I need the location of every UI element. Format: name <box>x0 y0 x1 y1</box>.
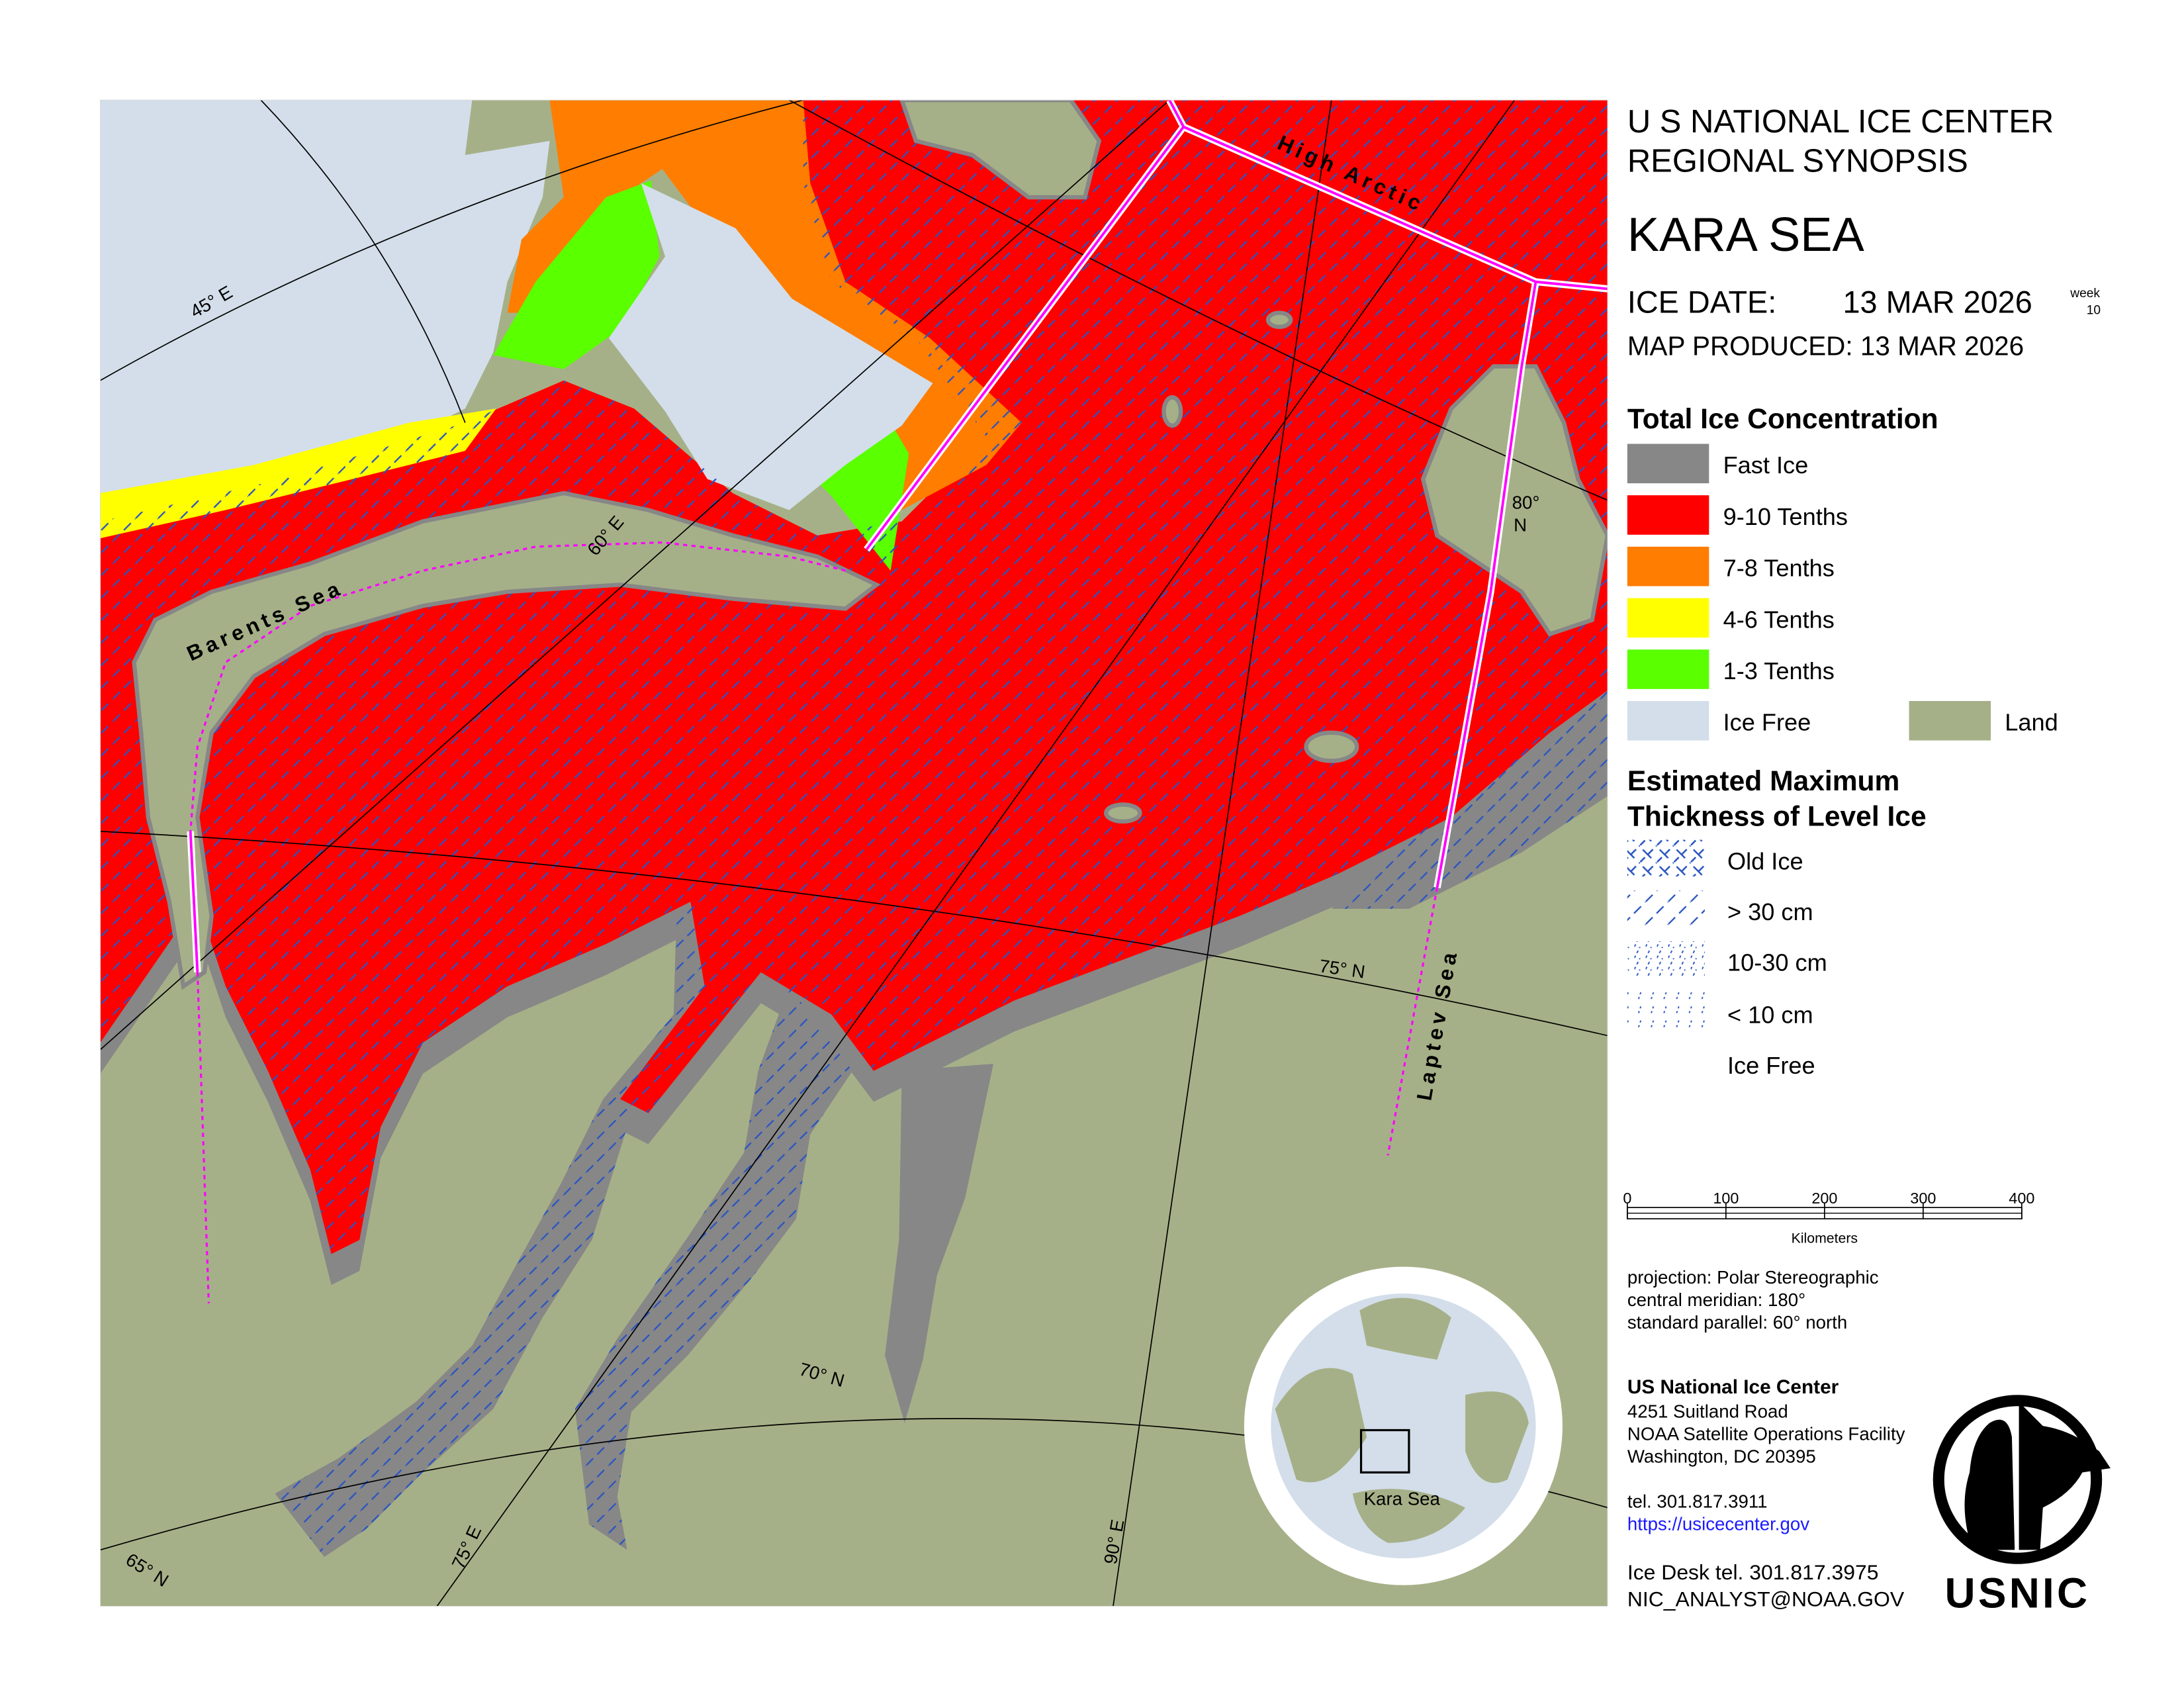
legend-swatch <box>1627 649 1709 689</box>
inset-land <box>1275 1297 1529 1543</box>
boundary-dotted <box>189 541 1439 1303</box>
meridian <box>260 100 466 423</box>
legend-swatch <box>1627 444 1709 484</box>
contact-link[interactable]: https://usicecenter.gov <box>1627 1514 1809 1534</box>
island <box>1104 802 1142 824</box>
legend-label: 1-3 Tenths <box>1723 657 1835 684</box>
hatch-area <box>574 986 853 1550</box>
concentration-legend: Total Ice Concentration Fast Ice 9-10 Ten… <box>1627 403 2058 741</box>
severnaya-zemlya <box>1420 364 1608 637</box>
legend-label: Old Ice <box>1727 847 1803 874</box>
legend-title: Thickness of Level Ice <box>1627 800 1927 832</box>
pyasina-gulf <box>885 1064 994 1423</box>
scale-unit: Kilometers <box>1792 1230 1858 1246</box>
meridian <box>100 100 1170 1051</box>
legend-swatch <box>1627 598 1709 638</box>
map-frame <box>99 99 1608 1607</box>
map-produced: MAP PRODUCED: 13 MAR 2026 <box>1627 330 2024 361</box>
ice-date-label: ICE DATE: <box>1627 285 1776 320</box>
logo-penguin <box>1964 1419 2015 1550</box>
header-line: REGIONAL SYNOPSIS <box>1627 144 1968 179</box>
legend-label: Ice Free <box>1723 709 1811 736</box>
thickness-symbol <box>1627 941 1705 978</box>
scale-label: 100 <box>1713 1190 1739 1207</box>
boundary-line <box>189 100 1608 972</box>
legend-title: Total Ice Concentration <box>1627 403 1938 435</box>
projection-line: central meridian: 180° <box>1627 1289 1805 1310</box>
contact-name: US National Ice Center <box>1627 1376 1839 1398</box>
inset-label: Kara Sea <box>1364 1488 1441 1509</box>
franz-josef-land <box>899 100 1102 200</box>
legend-label: 10-30 cm <box>1727 949 1827 976</box>
parallel <box>100 830 1608 1037</box>
thickness-symbol <box>1627 992 1705 1029</box>
info: projection: Polar Stereographic central … <box>1627 1267 1905 1611</box>
thickness-legend: Estimated Maximum Thickness of Level Ice… <box>1627 765 1927 1079</box>
hatch-area <box>275 880 740 1558</box>
scale-bar: Kilometers 0 100 200 300 400 <box>1623 1190 2034 1246</box>
legend-title: Estimated Maximum <box>1627 765 1900 797</box>
legend-label: 4-6 Tenths <box>1723 606 1835 633</box>
legend-label: > 30 cm <box>1727 898 1813 925</box>
inset-map: Kara Sea <box>1244 1266 1563 1585</box>
contact-address: 4251 Suitland Road <box>1627 1401 1788 1421</box>
logo-text: USNIC <box>1944 1570 2090 1617</box>
legend-swatch <box>1627 546 1709 586</box>
legend-swatch <box>1627 700 1709 741</box>
header: U S NATIONAL ICE CENTER REGIONAL SYNOPSI… <box>1627 104 2101 361</box>
contact-phone: tel. 301.817.3911 <box>1627 1491 1768 1512</box>
region-title: KARA SEA <box>1627 208 1865 261</box>
ice-free-area <box>100 100 550 508</box>
week-label: week <box>2070 287 2100 301</box>
ice-free-polynya <box>608 183 933 510</box>
contact-address: NOAA Satellite Operations Facility <box>1627 1423 1905 1444</box>
scale-label: 300 <box>1910 1190 1936 1207</box>
legend-label: 7-8 Tenths <box>1723 555 1835 582</box>
legend-label: Land <box>2005 709 2058 736</box>
legend-label: 9-10 Tenths <box>1723 503 1848 530</box>
ice-date: 13 MAR 2026 <box>1843 285 2032 320</box>
legend-label: Fast Ice <box>1723 451 1809 479</box>
legend-label: Ice Free <box>1727 1052 1815 1079</box>
logo-ring <box>1933 1395 2103 1564</box>
map: Barents Sea High Arctic Laptev Sea 45° E… <box>100 100 1608 1607</box>
meridian <box>1113 100 1332 1607</box>
novaya-zemlya <box>132 491 881 990</box>
graticule-label: N <box>1514 514 1527 535</box>
island <box>1265 310 1293 330</box>
island <box>1304 730 1359 763</box>
legend-label: < 10 cm <box>1727 1001 1813 1028</box>
logo: USNIC <box>1933 1395 2111 1617</box>
scale-label: 0 <box>1623 1190 1631 1207</box>
header-line: U S NATIONAL ICE CENTER <box>1627 104 2054 140</box>
logo-bear <box>2019 1401 2111 1550</box>
scale-label: 400 <box>2009 1190 2034 1207</box>
region-boundaries <box>187 100 1608 1303</box>
inset-ocean <box>1271 1293 1536 1559</box>
islands <box>132 100 1608 990</box>
island <box>1161 395 1183 428</box>
scale-label: 200 <box>1811 1190 1837 1207</box>
inset-box <box>1359 1429 1410 1474</box>
contact-ice-desk: Ice Desk tel. 301.817.3975 <box>1627 1560 1879 1584</box>
contact-address: Washington, DC 20395 <box>1627 1446 1816 1466</box>
parallel <box>788 100 1608 501</box>
projection-line: standard parallel: 60° north <box>1627 1312 1847 1333</box>
projection-line: projection: Polar Stereographic <box>1627 1267 1879 1288</box>
week-number: 10 <box>2087 304 2101 318</box>
ice-1-3 <box>493 180 909 571</box>
legend-swatch <box>1627 495 1709 535</box>
graticule-label: 80° <box>1512 492 1540 512</box>
parallel <box>100 100 803 381</box>
thickness-symbol <box>1627 839 1705 876</box>
legend-swatch <box>1909 700 1991 741</box>
thickness-symbol <box>1627 890 1705 927</box>
contact-email: NIC_ANALYST@NOAA.GOV <box>1627 1587 1905 1611</box>
meridian <box>436 100 1516 1607</box>
